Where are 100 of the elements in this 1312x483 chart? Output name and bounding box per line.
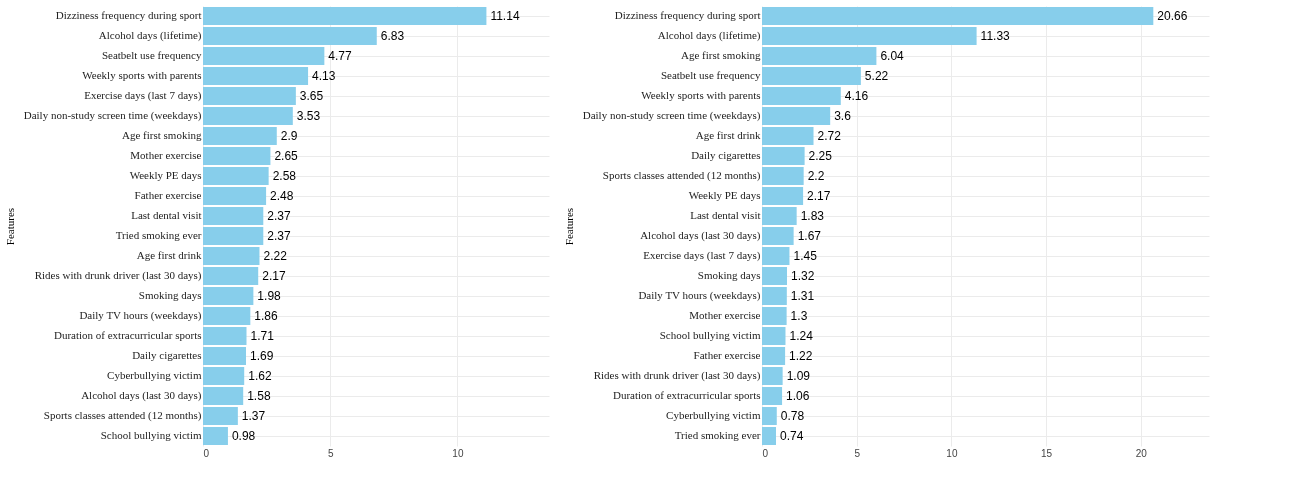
data-label: 4.16	[844, 89, 869, 103]
bar	[762, 67, 861, 85]
y-tick-label: Age first drink	[136, 249, 202, 261]
y-tick-label: Tried smoking ever	[674, 429, 761, 441]
data-label: 2.22	[263, 249, 288, 263]
bar	[762, 247, 790, 265]
data-label: 1.98	[257, 289, 282, 303]
x-tick-label: 20	[1135, 447, 1148, 459]
bar	[762, 387, 783, 405]
bar	[203, 347, 246, 365]
data-label: 1.58	[247, 389, 271, 403]
bar	[203, 307, 251, 325]
bar	[203, 27, 377, 45]
y-tick-label: Sports classes attended (12 months)	[602, 169, 761, 182]
data-label: 1.62	[248, 369, 272, 383]
data-label: 3.65	[299, 89, 324, 103]
bar	[762, 307, 787, 325]
y-tick-label: Seatbelt use frequency	[660, 69, 761, 81]
bar	[203, 47, 325, 65]
data-label: 2.37	[267, 209, 291, 223]
bar	[762, 407, 777, 425]
bar	[762, 87, 841, 105]
bar	[762, 107, 831, 125]
y-tick-label: Duration of extracurricular sports	[612, 389, 761, 401]
bar	[762, 427, 777, 445]
data-label: 2.65	[274, 149, 299, 163]
y-tick-label: Weekly sports with parents	[82, 69, 202, 81]
y-axis-title: Features	[562, 207, 575, 246]
y-tick-label: Daily cigarettes	[691, 149, 761, 161]
data-label: 11.14	[490, 9, 520, 23]
data-label: 5.22	[864, 69, 889, 83]
bar	[762, 347, 786, 365]
x-tick-label: 10	[946, 447, 958, 459]
y-tick-label: Cyberbullying victim	[107, 369, 202, 381]
y-tick-label: Mother exercise	[689, 309, 761, 321]
y-tick-label: Seatbelt use frequency	[101, 49, 202, 61]
y-tick-label: Daily non-study screen time (weekdays)	[582, 109, 761, 122]
bar	[762, 227, 794, 245]
y-tick-label: Sports classes attended (12 months)	[43, 409, 202, 422]
bar	[762, 187, 804, 205]
data-label: 6.83	[380, 29, 405, 43]
bar	[203, 227, 264, 245]
bar	[762, 267, 787, 285]
data-label: 2.37	[267, 229, 291, 243]
data-label: 11.33	[980, 29, 1011, 43]
y-tick-label: Rides with drunk driver (last 30 days)	[34, 269, 202, 282]
data-label: 1.45	[793, 249, 818, 263]
y-tick-label: Alcohol days (lifetime)	[98, 29, 202, 42]
data-label: 1.32	[791, 269, 815, 283]
y-tick-label: Dizziness frequency during sport	[55, 9, 202, 21]
y-tick-label: Tried smoking ever	[115, 229, 202, 241]
y-tick-label: Father exercise	[134, 189, 202, 201]
y-tick-label: Age first drink	[695, 129, 761, 141]
data-label: 0.98	[231, 429, 256, 443]
y-tick-label: Duration of extracurricular sports	[53, 329, 202, 341]
data-label: 6.04	[880, 49, 905, 63]
bar	[203, 247, 260, 265]
bar	[203, 187, 267, 205]
y-tick-label: Weekly sports with parents	[641, 89, 761, 101]
bar	[203, 387, 244, 405]
x-tick-label: 0	[762, 447, 769, 459]
data-label: 20.66	[1157, 9, 1188, 23]
data-label: 1.83	[800, 209, 825, 223]
bar	[762, 7, 1154, 25]
x-tick-label: 0	[203, 447, 210, 459]
data-label: 1.37	[241, 409, 266, 423]
y-tick-label: Weekly PE days	[129, 169, 202, 181]
y-tick-label: Smoking days	[138, 289, 202, 301]
data-label: 2.2	[807, 169, 825, 183]
bar	[203, 127, 277, 145]
bar	[203, 287, 254, 305]
data-label: 1.24	[789, 329, 814, 343]
bar	[762, 127, 814, 145]
y-tick-label: Smoking days	[697, 269, 761, 281]
y-tick-label: Rides with drunk driver (last 30 days)	[593, 369, 761, 382]
y-tick-label: Weekly PE days	[688, 189, 761, 201]
bar	[203, 407, 238, 425]
bar	[762, 47, 877, 65]
y-tick-label: Dizziness frequency during sport	[614, 9, 761, 21]
y-tick-label: Last dental visit	[131, 209, 202, 221]
data-label: 0.78	[780, 409, 805, 423]
y-tick-label: Alcohol days (last 30 days)	[81, 389, 202, 402]
x-tick-label: 10	[452, 447, 464, 459]
bar	[203, 367, 245, 385]
data-label: 2.58	[272, 169, 297, 183]
data-label: 2.72	[817, 129, 842, 143]
bar	[203, 147, 271, 165]
y-tick-label: Cyberbullying victim	[666, 409, 761, 421]
y-tick-label: Exercise days (last 7 days)	[84, 89, 202, 102]
data-label: 0.74	[780, 429, 804, 443]
x-tick-label: 5	[327, 447, 334, 459]
data-label: 2.17	[807, 189, 831, 203]
bar	[762, 167, 804, 185]
bar	[203, 107, 293, 125]
y-tick-label: Alcohol days (last 30 days)	[640, 229, 761, 242]
bar	[762, 287, 787, 305]
y-tick-label: Daily TV hours (weekdays)	[79, 309, 202, 322]
data-label: 2.9	[280, 129, 298, 143]
bar	[762, 367, 783, 385]
y-axis-title: Features	[3, 207, 16, 246]
